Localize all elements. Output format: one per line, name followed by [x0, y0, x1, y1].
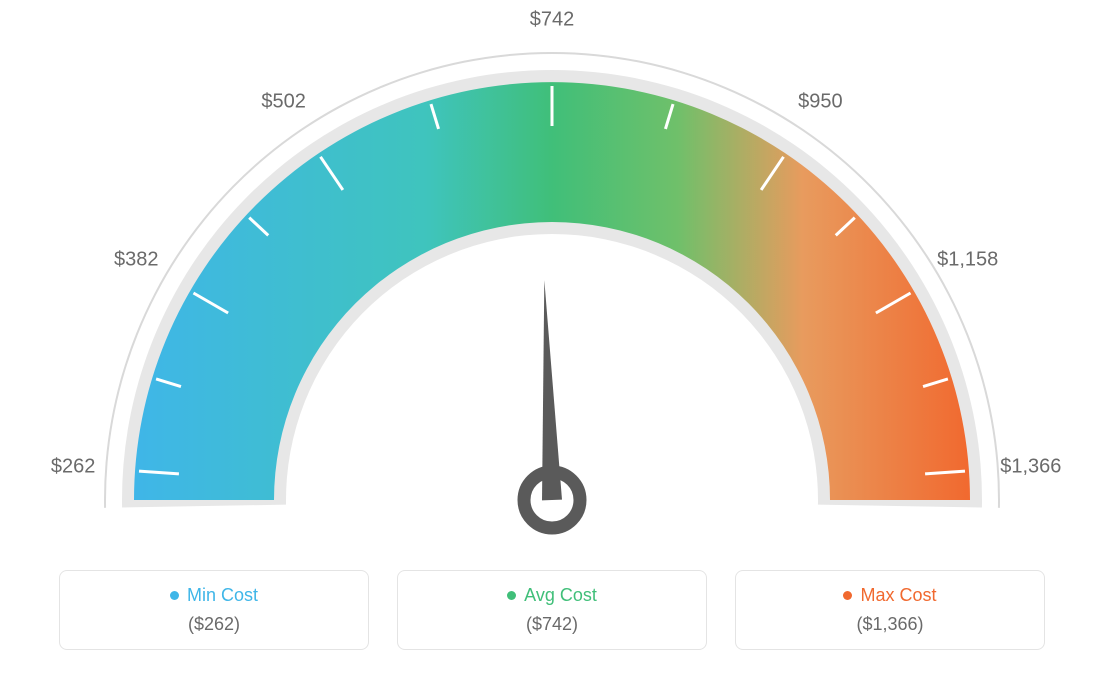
legend-label-text: Avg Cost	[524, 585, 597, 606]
gauge-svg	[0, 0, 1104, 560]
gauge-tick-label: $1,366	[1000, 455, 1061, 478]
gauge-tick-label: $502	[261, 91, 306, 114]
legend-label-max: Max Cost	[843, 585, 936, 606]
dot-icon	[170, 591, 179, 600]
dot-icon	[507, 591, 516, 600]
legend-value-min: ($262)	[70, 614, 358, 635]
cost-gauge: $262 $382 $502 $742 $950 $1,158 $1,366	[0, 0, 1104, 560]
legend-card-min: Min Cost ($262)	[59, 570, 369, 650]
legend-value-avg: ($742)	[408, 614, 696, 635]
gauge-tick-label: $950	[798, 91, 843, 114]
gauge-tick-label: $742	[530, 9, 575, 32]
gauge-tick-label: $262	[51, 455, 96, 478]
gauge-tick-label: $382	[114, 249, 159, 272]
legend-label-min: Min Cost	[170, 585, 258, 606]
legend-label-text: Min Cost	[187, 585, 258, 606]
legend-row: Min Cost ($262) Avg Cost ($742) Max Cost…	[0, 570, 1104, 650]
legend-label-text: Max Cost	[860, 585, 936, 606]
legend-label-avg: Avg Cost	[507, 585, 597, 606]
legend-card-max: Max Cost ($1,366)	[735, 570, 1045, 650]
dot-icon	[843, 591, 852, 600]
gauge-tick-label: $1,158	[937, 249, 998, 272]
legend-card-avg: Avg Cost ($742)	[397, 570, 707, 650]
legend-value-max: ($1,366)	[746, 614, 1034, 635]
